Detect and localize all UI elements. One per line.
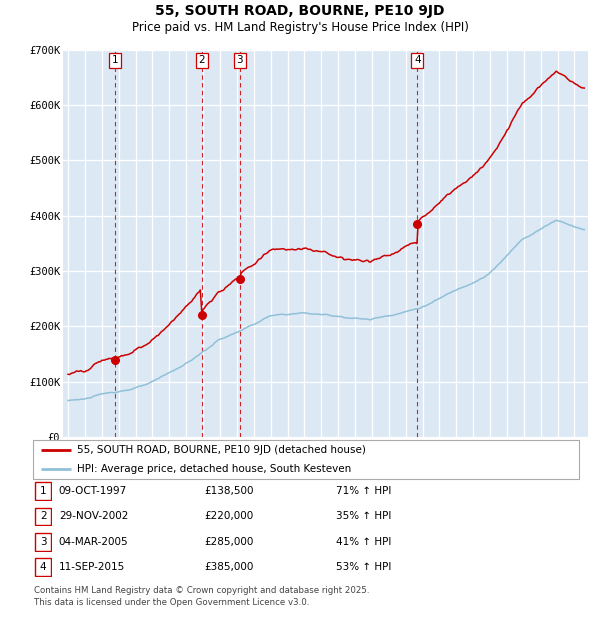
Text: Price paid vs. HM Land Registry's House Price Index (HPI): Price paid vs. HM Land Registry's House … bbox=[131, 21, 469, 34]
Text: 4: 4 bbox=[40, 562, 47, 572]
Text: £285,000: £285,000 bbox=[204, 537, 253, 547]
FancyBboxPatch shape bbox=[35, 508, 52, 525]
Text: 35% ↑ HPI: 35% ↑ HPI bbox=[336, 512, 391, 521]
Text: 2: 2 bbox=[40, 512, 47, 521]
Text: 41% ↑ HPI: 41% ↑ HPI bbox=[336, 537, 391, 547]
Text: £385,000: £385,000 bbox=[204, 562, 253, 572]
Text: 71% ↑ HPI: 71% ↑ HPI bbox=[336, 486, 391, 496]
Text: 3: 3 bbox=[236, 55, 243, 66]
Text: 11-SEP-2015: 11-SEP-2015 bbox=[59, 562, 125, 572]
Text: 2: 2 bbox=[198, 55, 205, 66]
Text: £220,000: £220,000 bbox=[204, 512, 253, 521]
FancyBboxPatch shape bbox=[33, 440, 579, 479]
Text: 1: 1 bbox=[40, 486, 47, 496]
Text: 4: 4 bbox=[414, 55, 421, 66]
Text: HPI: Average price, detached house, South Kesteven: HPI: Average price, detached house, Sout… bbox=[77, 464, 351, 474]
Text: 55, SOUTH ROAD, BOURNE, PE10 9JD: 55, SOUTH ROAD, BOURNE, PE10 9JD bbox=[155, 4, 445, 19]
FancyBboxPatch shape bbox=[35, 482, 52, 500]
Text: 09-OCT-1997: 09-OCT-1997 bbox=[59, 486, 127, 496]
Text: Contains HM Land Registry data © Crown copyright and database right 2025.
This d: Contains HM Land Registry data © Crown c… bbox=[34, 586, 370, 607]
Text: £138,500: £138,500 bbox=[204, 486, 254, 496]
Text: 55, SOUTH ROAD, BOURNE, PE10 9JD (detached house): 55, SOUTH ROAD, BOURNE, PE10 9JD (detach… bbox=[77, 445, 365, 455]
FancyBboxPatch shape bbox=[35, 559, 52, 576]
Text: 1: 1 bbox=[112, 55, 118, 66]
Text: 04-MAR-2005: 04-MAR-2005 bbox=[59, 537, 128, 547]
Text: 53% ↑ HPI: 53% ↑ HPI bbox=[336, 562, 391, 572]
FancyBboxPatch shape bbox=[35, 533, 52, 551]
Text: 3: 3 bbox=[40, 537, 47, 547]
Text: 29-NOV-2002: 29-NOV-2002 bbox=[59, 512, 128, 521]
